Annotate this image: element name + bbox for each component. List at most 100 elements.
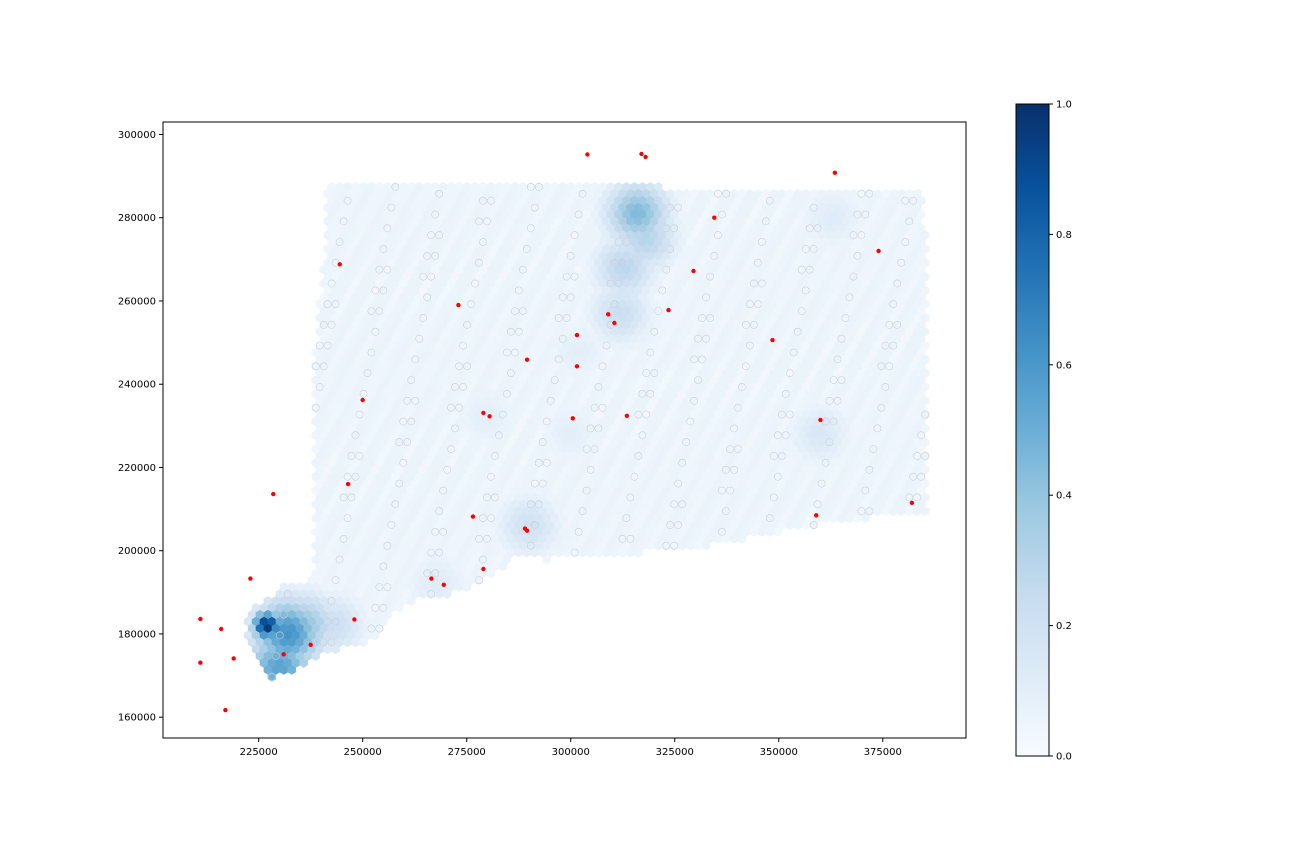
data-point: [814, 513, 819, 518]
hex-cell: [462, 582, 472, 592]
data-point: [481, 410, 486, 416]
hex-marker: [562, 272, 571, 281]
hex-cell: [921, 506, 930, 517]
colorbar-tick-label: 1.0: [1056, 100, 1072, 111]
hex-marker: [522, 245, 531, 253]
hex-marker: [849, 231, 858, 240]
y-tick-label: 280000: [118, 213, 156, 224]
colorbar-ticks: 0.00.20.40.60.81.0: [1049, 100, 1072, 763]
hex-marker: [865, 189, 874, 198]
hex-marker: [797, 265, 806, 274]
hex-marker: [391, 182, 400, 191]
hex-cell: [873, 506, 882, 517]
y-tick-label: 220000: [118, 463, 156, 474]
data-point: [441, 582, 446, 587]
hex-marker: [805, 265, 814, 274]
hex-cell: [610, 547, 619, 558]
colorbar: 0.00.20.40.60.81.0: [1015, 100, 1072, 763]
data-point: [818, 417, 823, 423]
hex-cell: [721, 533, 731, 544]
hex-marker: [857, 189, 866, 198]
hex-marker: [901, 196, 910, 205]
hex-marker: [435, 231, 444, 240]
data-point: [585, 152, 590, 157]
hex-cell: [729, 533, 739, 544]
hex-marker: [570, 272, 579, 281]
data-point: [574, 332, 580, 338]
data-point: [612, 320, 617, 326]
hex-cell: [889, 506, 898, 517]
colorbar-tick-label: 0.2: [1056, 621, 1072, 632]
hex-marker: [754, 258, 762, 267]
hex-marker: [714, 189, 722, 198]
data-point: [832, 170, 838, 175]
hex-cell: [678, 540, 687, 551]
colorbar-gradient: [1016, 104, 1049, 756]
hex-marker: [909, 196, 918, 205]
hex-cell: [845, 513, 854, 523]
hex-marker: [750, 279, 758, 288]
data-point: [624, 413, 630, 418]
hex-cell: [801, 520, 810, 530]
hex-marker: [343, 196, 352, 205]
hex-cell: [454, 582, 464, 592]
hex-marker: [431, 251, 440, 260]
hex-cell: [427, 589, 436, 599]
hex-marker: [710, 251, 718, 260]
hex-marker: [622, 196, 631, 205]
y-tick-label: 260000: [118, 296, 156, 307]
hex-marker: [901, 238, 910, 246]
data-point: [231, 656, 236, 661]
y-tick-label: 300000: [118, 130, 156, 141]
hex-marker: [530, 203, 539, 212]
x-tick-label: 375000: [864, 747, 902, 758]
x-tick-label: 325000: [656, 747, 694, 758]
data-point: [248, 576, 253, 581]
hex-cell: [793, 520, 802, 530]
x-tick-label: 300000: [552, 747, 590, 758]
data-point: [456, 302, 461, 308]
hex-cell: [670, 540, 679, 551]
hex-marker: [670, 224, 679, 233]
data-point: [770, 337, 775, 343]
y-tick-label: 180000: [118, 629, 156, 640]
hex-cell: [853, 513, 862, 523]
hex-cell: [498, 561, 508, 572]
hex-cell: [693, 540, 703, 551]
hex-marker: [614, 279, 623, 288]
x-axis: 225000 250000 275000 300000 325000 350000 3750…: [240, 738, 902, 758]
hex-cell: [701, 540, 711, 551]
hex-marker: [861, 210, 870, 219]
data-point: [487, 414, 492, 419]
hex-cell: [773, 527, 782, 537]
x-tick-label: 225000: [240, 747, 278, 758]
hex-marker: [427, 272, 436, 281]
data-point: [308, 642, 313, 647]
x-tick-label: 350000: [760, 747, 798, 758]
hex-marker: [383, 224, 392, 233]
hex-cell: [359, 637, 368, 648]
data-point: [219, 626, 224, 632]
hex-cell: [435, 589, 444, 599]
data-point: [360, 397, 365, 403]
colorbar-tick-label: 0.4: [1056, 491, 1072, 502]
hex-cell: [897, 506, 906, 517]
hex-marker: [905, 217, 914, 226]
hex-marker: [483, 217, 491, 226]
hex-cell: [829, 513, 838, 523]
hex-cell: [578, 547, 587, 558]
hex-marker: [606, 279, 615, 288]
hex-cell: [749, 527, 759, 537]
data-point: [223, 707, 228, 713]
hex-cell: [486, 568, 496, 579]
hex-marker: [857, 231, 866, 240]
data-point: [909, 500, 915, 505]
hex-marker: [722, 189, 730, 198]
hex-marker: [758, 279, 766, 288]
hex-marker: [479, 238, 487, 246]
hex-marker: [618, 217, 627, 226]
data-point: [470, 514, 476, 519]
hex-marker: [718, 210, 726, 219]
data-point: [429, 576, 434, 581]
